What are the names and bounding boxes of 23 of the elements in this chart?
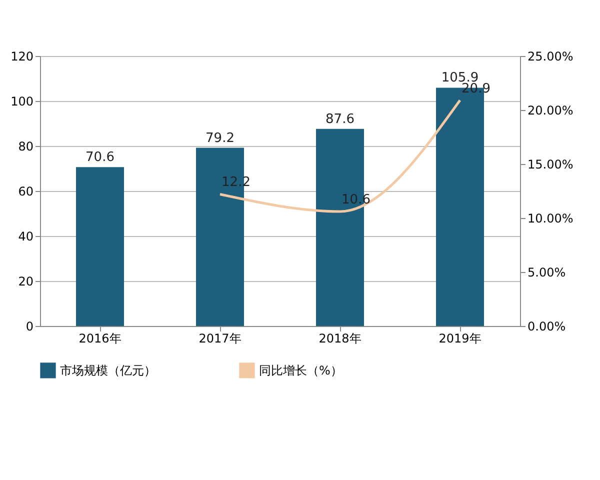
legend-label: 同比增长（%） [259, 363, 342, 378]
y-tick-label: 60 [18, 184, 34, 198]
y-tick-label: 0 [26, 320, 34, 334]
y2-tick-label: 20.00% [528, 104, 574, 118]
x-tick-label: 2017年 [198, 332, 242, 346]
y2-tick-label: 15.00% [528, 158, 574, 172]
x-tick-label: 2016年 [78, 332, 122, 346]
y-tick-label: 40 [18, 230, 34, 244]
y2-tick-label: 25.00% [528, 50, 574, 64]
y-tick-label: 120 [10, 50, 34, 64]
bar [76, 167, 124, 326]
y-tick-label: 20 [18, 274, 34, 288]
y-tick-label: 100 [10, 94, 34, 108]
y2-tick-label: 0.00% [528, 320, 566, 334]
y2-tick-label: 10.00% [528, 212, 574, 226]
y2-tick-label: 5.00% [528, 266, 566, 280]
data-label: 87.6 [326, 112, 354, 127]
x-tick-label: 2018年 [318, 332, 362, 346]
data-label: 70.6 [86, 150, 114, 166]
x-tick-label: 2019年 [438, 332, 482, 346]
data-label: 79.2 [206, 130, 234, 146]
y-tick-label: 80 [18, 140, 34, 154]
legend-label: 市场规模（亿元） [60, 363, 156, 378]
